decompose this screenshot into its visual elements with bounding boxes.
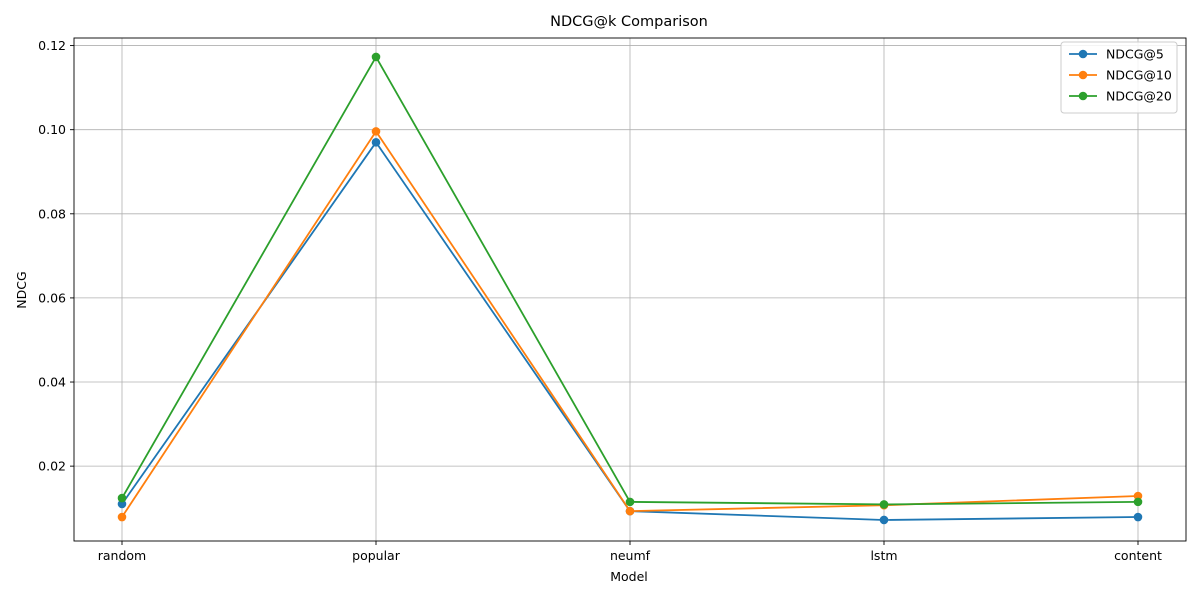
data-point (1133, 497, 1143, 507)
data-point (879, 515, 889, 525)
y-tick-label: 0.10 (38, 122, 66, 137)
data-point (117, 499, 127, 509)
data-point (117, 493, 127, 503)
data-point (625, 497, 635, 507)
data-point (1133, 512, 1143, 522)
legend-marker (1078, 70, 1088, 80)
x-tick-label: popular (352, 548, 401, 563)
axis-layer: random popular neumf lstm content 0.02 0.04 0.0… (38, 38, 1162, 563)
legend-marker (1078, 49, 1088, 59)
legend-label: NDCG@10 (1106, 68, 1172, 83)
legend-marker (1078, 91, 1088, 101)
data-point (625, 506, 635, 516)
x-tick-label: neumf (610, 548, 651, 563)
x-tick-label: content (1114, 548, 1162, 563)
x-tick-label: lstm (870, 548, 897, 563)
y-tick-label: 0.06 (38, 290, 66, 305)
legend: NDCG@5 NDCG@10 NDCG@20 (1060, 41, 1178, 114)
chart-title: NDCG@k Comparison (550, 14, 708, 30)
y-tick-label: 0.04 (38, 375, 66, 390)
data-point (371, 127, 381, 136)
data-point (371, 138, 381, 147)
y-tick-label: 0.02 (38, 459, 66, 474)
data-point (117, 512, 127, 522)
grid-layer (74, 38, 1186, 541)
x-tick-label: random (98, 548, 146, 563)
data-point (371, 52, 381, 62)
series-layer (117, 52, 1143, 525)
legend-label: NDCG@5 (1106, 47, 1164, 62)
y-tick-label: 0.08 (38, 206, 66, 221)
data-point (879, 500, 889, 509)
series-ndcg-10 (117, 127, 1143, 522)
legend-label: NDCG@20 (1106, 89, 1172, 104)
x-axis-label: Model (610, 569, 648, 584)
y-axis-label: NDCG (14, 271, 29, 308)
y-tick-label: 0.12 (38, 38, 66, 53)
data-point (1133, 491, 1143, 501)
series-ndcg-20 (117, 52, 1143, 509)
